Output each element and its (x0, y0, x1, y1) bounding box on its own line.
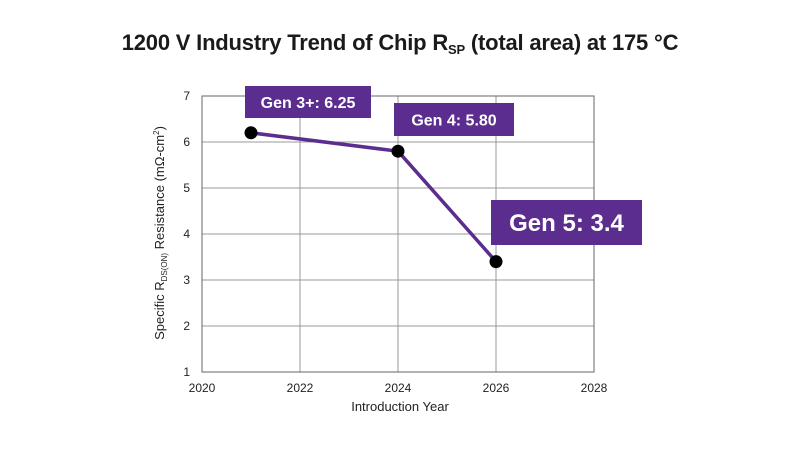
y-label-sup: 2 (152, 130, 161, 135)
x-tick-label: 2026 (483, 381, 510, 395)
callout-box (245, 86, 371, 118)
callout-label: Gen 5: 3.4 (509, 210, 624, 237)
y-tick-label: 4 (183, 227, 190, 241)
y-tick-label: 1 (183, 365, 190, 379)
y-label-end: ) (152, 126, 167, 130)
x-tick-label: 2020 (189, 381, 216, 395)
y-tick-label: 3 (183, 273, 190, 287)
data-point (391, 144, 405, 158)
data-point (244, 126, 258, 140)
title-main: 1200 V Industry Trend of Chip R (121, 30, 449, 55)
series (244, 126, 503, 269)
x-tick-label: 2028 (581, 381, 608, 395)
callout-label: Gen 3+: 6.25 (261, 95, 356, 112)
x-tick-labels: 2020 2022 2024 2026 2028 (189, 381, 608, 395)
y-tick-labels: 1 2 3 4 5 6 7 (183, 89, 190, 379)
y-axis-label: Specific RDS(ON) Resistance (mΩ-cm2) (152, 126, 169, 340)
callout-box (491, 200, 642, 245)
title-subscript: SP (448, 42, 465, 57)
y-label-pre: Specific R (152, 281, 167, 340)
y-label-sub: DS(ON) (160, 253, 169, 282)
y-tick-label: 2 (183, 319, 190, 333)
y-tick-label: 5 (183, 181, 190, 195)
x-tick-label: 2024 (385, 381, 412, 395)
data-point (489, 255, 503, 269)
callouts: Gen 3+: 6.25 Gen 4: 5.80 Gen 5: 3.4 (245, 86, 642, 245)
y-tick-label: 6 (183, 135, 190, 149)
title-suffix: (total area) at 175 °C (464, 30, 679, 55)
x-axis-label: Introduction Year (351, 399, 449, 414)
series-line (250, 131, 498, 263)
y-tick-label: 7 (183, 89, 190, 103)
y-label-post: Resistance (mΩ-cm (152, 135, 167, 253)
x-tick-label: 2022 (287, 381, 314, 395)
chart-title: 1200 V Industry Trend of Chip RSP (total… (0, 30, 800, 57)
callout-box (394, 103, 514, 136)
callout-label: Gen 4: 5.80 (411, 112, 496, 129)
